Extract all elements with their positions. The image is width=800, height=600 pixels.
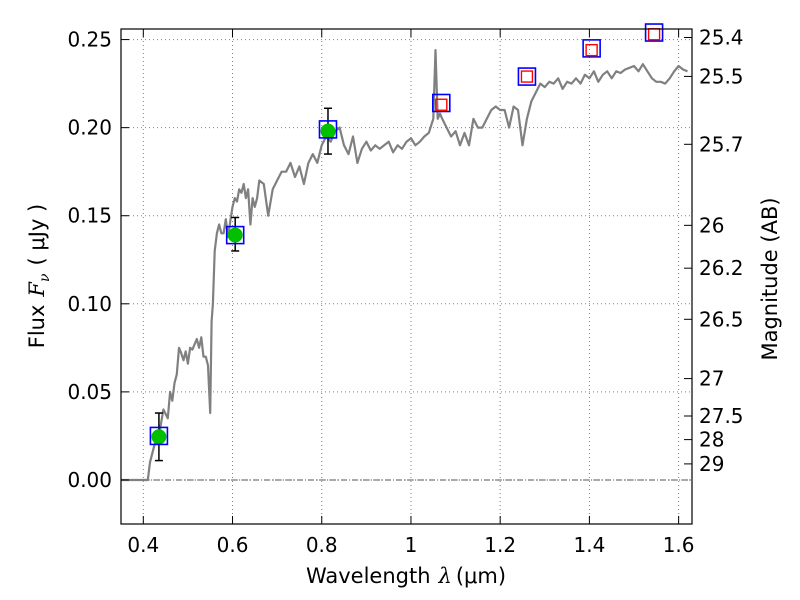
x-tick-label: 0.4 — [127, 533, 159, 557]
x-axis-title: Wavelength λ (μm) — [306, 564, 506, 588]
mag-tick-label: 28 — [699, 428, 724, 452]
x-tick-label: 1.4 — [573, 533, 605, 557]
grid-lines — [121, 29, 692, 524]
mag-tick-label: 29 — [699, 452, 724, 476]
model-flux-square-blue — [149, 426, 169, 446]
x-axis-unit: (μm) — [456, 564, 506, 588]
mag-tick-label: 25.4 — [699, 25, 744, 49]
mag-tick-label: 25.7 — [699, 132, 744, 156]
y-tick-label: 0.00 — [67, 468, 112, 492]
mag-tick-label: 25.5 — [699, 64, 744, 88]
y-tick-label: 0.25 — [67, 28, 112, 52]
y-tick-label: 0.05 — [67, 380, 112, 404]
axis-ticks: 0.4 0.6 0.8 1 1.2 1.4 1.6 0.00 0.05 0.10 0.15 0.20 0… — [67, 25, 743, 557]
x-axis-symbol: λ — [438, 564, 452, 588]
model-flux-square-blue — [582, 39, 601, 58]
observed-flux-point — [320, 123, 336, 139]
x-tick-label: 0.8 — [306, 533, 338, 557]
observed-flux-point — [151, 429, 167, 445]
x-tick-label: 1.2 — [484, 533, 516, 557]
mag-tick-label: 27.5 — [699, 404, 744, 428]
plot-frame — [120, 28, 693, 525]
y2-axis-title: Magnitude (AB) — [758, 197, 782, 360]
y-axis-unit: ( μJy ) — [25, 204, 49, 266]
mag-tick-label: 27 — [699, 367, 724, 391]
model-flux-square-blue — [225, 225, 245, 245]
model-flux-square-blue — [644, 23, 664, 42]
y-tick-label: 0.20 — [67, 116, 112, 140]
y-axis-symbol: F — [25, 281, 49, 298]
model-spectrum-line — [121, 49, 688, 482]
plot-background — [121, 29, 692, 524]
model-flux-square-blue — [431, 93, 451, 113]
model-flux-square-blue — [318, 120, 338, 139]
model-flux-square-red — [520, 70, 534, 83]
y-tick-label: 0.10 — [67, 292, 112, 316]
marker-layer — [149, 23, 664, 462]
y-axis-title-prefix: Flux — [25, 305, 49, 349]
y-tick-label: 0.15 — [67, 204, 112, 228]
mag-tick-label: 26 — [699, 213, 724, 237]
x-tick-label: 1 — [405, 533, 418, 557]
observed-flux-point — [227, 227, 243, 243]
y-axis-title: Flux Fν ( μJy ) — [25, 204, 53, 348]
model-flux-square-red — [435, 98, 448, 111]
x-tick-label: 0.6 — [217, 533, 249, 557]
model-flux-square-red — [585, 43, 598, 57]
plot-area — [121, 49, 688, 482]
x-axis-title-prefix: Wavelength — [306, 564, 431, 588]
mag-tick-label: 26.2 — [699, 256, 744, 280]
mag-tick-label: 26.5 — [699, 307, 744, 331]
model-flux-square-blue — [517, 67, 537, 86]
x-tick-label: 1.6 — [663, 533, 695, 557]
y-axis-subscript: ν — [37, 273, 53, 282]
